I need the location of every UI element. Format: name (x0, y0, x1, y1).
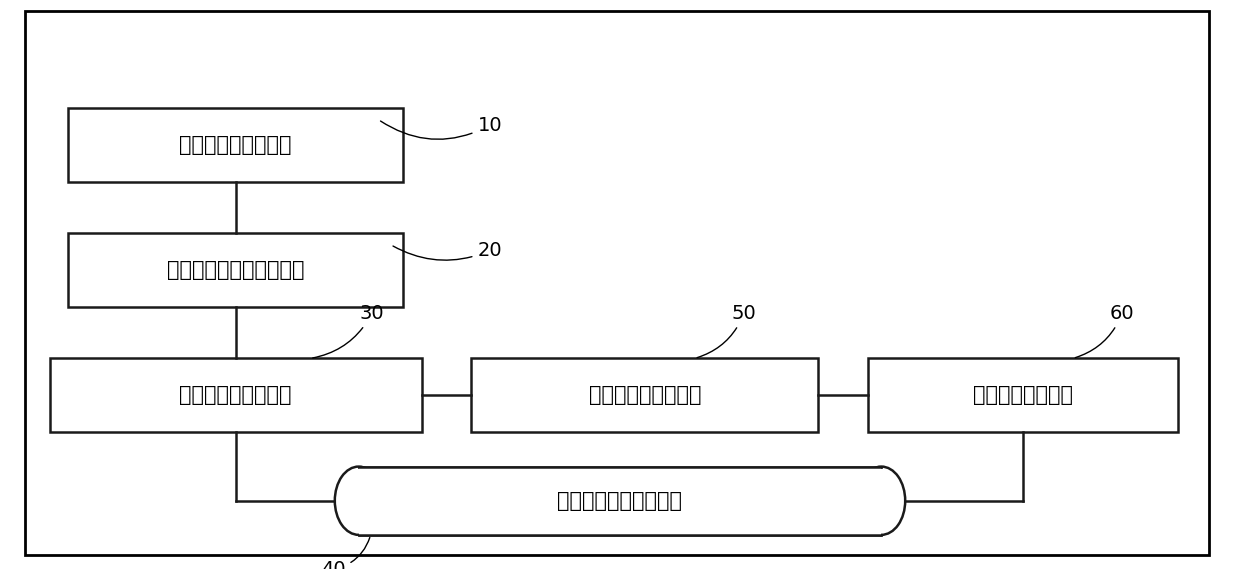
Text: 设计任务分配单元: 设计任务分配单元 (973, 385, 1073, 406)
Text: 20: 20 (393, 241, 502, 260)
Text: 任务匹配度计算单元: 任务匹配度计算单元 (589, 385, 701, 406)
Text: 50: 50 (697, 304, 756, 358)
Text: 10: 10 (381, 116, 502, 139)
Bar (50, 358, 422, 432)
Text: 任务相似度计算单元: 任务相似度计算单元 (180, 385, 291, 406)
Bar (868, 358, 1178, 432)
Bar (358, 467, 882, 535)
Text: 60: 60 (1075, 304, 1135, 358)
Text: 细粒度历史设计数据库: 细粒度历史设计数据库 (558, 490, 682, 511)
Text: 设计任务子模块划分单元: 设计任务子模块划分单元 (167, 260, 304, 281)
Bar (358, 467, 882, 535)
Text: 30: 30 (312, 304, 384, 358)
Bar (68, 233, 403, 307)
Bar (471, 358, 818, 432)
Ellipse shape (335, 467, 383, 535)
Text: 主脱模方向确定单元: 主脱模方向确定单元 (180, 135, 291, 155)
Bar (68, 108, 403, 182)
Ellipse shape (857, 467, 905, 535)
Text: 40: 40 (321, 538, 370, 569)
